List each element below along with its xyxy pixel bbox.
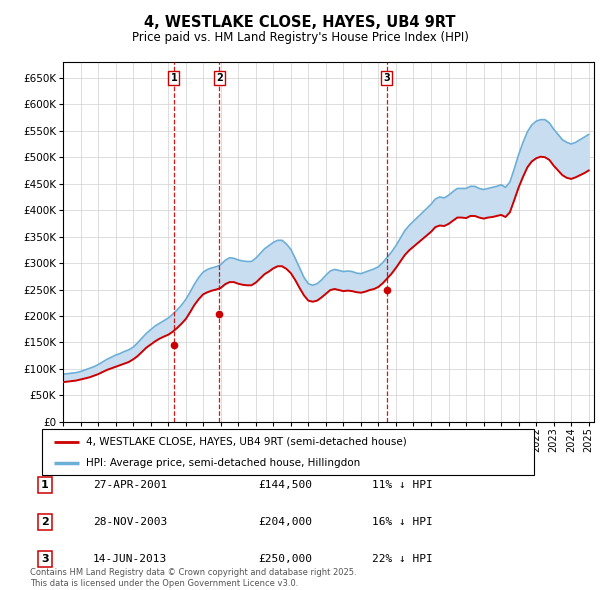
Text: 14-JUN-2013: 14-JUN-2013 [93,555,167,564]
Text: £250,000: £250,000 [258,555,312,564]
Text: 27-APR-2001: 27-APR-2001 [93,480,167,490]
Text: £204,000: £204,000 [258,517,312,527]
Text: 1: 1 [170,73,178,83]
Text: 2: 2 [41,517,49,527]
FancyBboxPatch shape [42,429,534,475]
Text: 16% ↓ HPI: 16% ↓ HPI [372,517,433,527]
Text: 3: 3 [41,555,49,564]
Text: Price paid vs. HM Land Registry's House Price Index (HPI): Price paid vs. HM Land Registry's House … [131,31,469,44]
Text: 11% ↓ HPI: 11% ↓ HPI [372,480,433,490]
Text: 1: 1 [41,480,49,490]
Text: 4, WESTLAKE CLOSE, HAYES, UB4 9RT (semi-detached house): 4, WESTLAKE CLOSE, HAYES, UB4 9RT (semi-… [86,437,407,447]
Text: 2: 2 [216,73,223,83]
Text: Contains HM Land Registry data © Crown copyright and database right 2025.
This d: Contains HM Land Registry data © Crown c… [30,568,356,588]
Text: 3: 3 [383,73,390,83]
Text: HPI: Average price, semi-detached house, Hillingdon: HPI: Average price, semi-detached house,… [86,458,361,468]
Text: 22% ↓ HPI: 22% ↓ HPI [372,555,433,564]
Text: 4, WESTLAKE CLOSE, HAYES, UB4 9RT: 4, WESTLAKE CLOSE, HAYES, UB4 9RT [144,15,456,30]
Text: £144,500: £144,500 [258,480,312,490]
Text: 28-NOV-2003: 28-NOV-2003 [93,517,167,527]
